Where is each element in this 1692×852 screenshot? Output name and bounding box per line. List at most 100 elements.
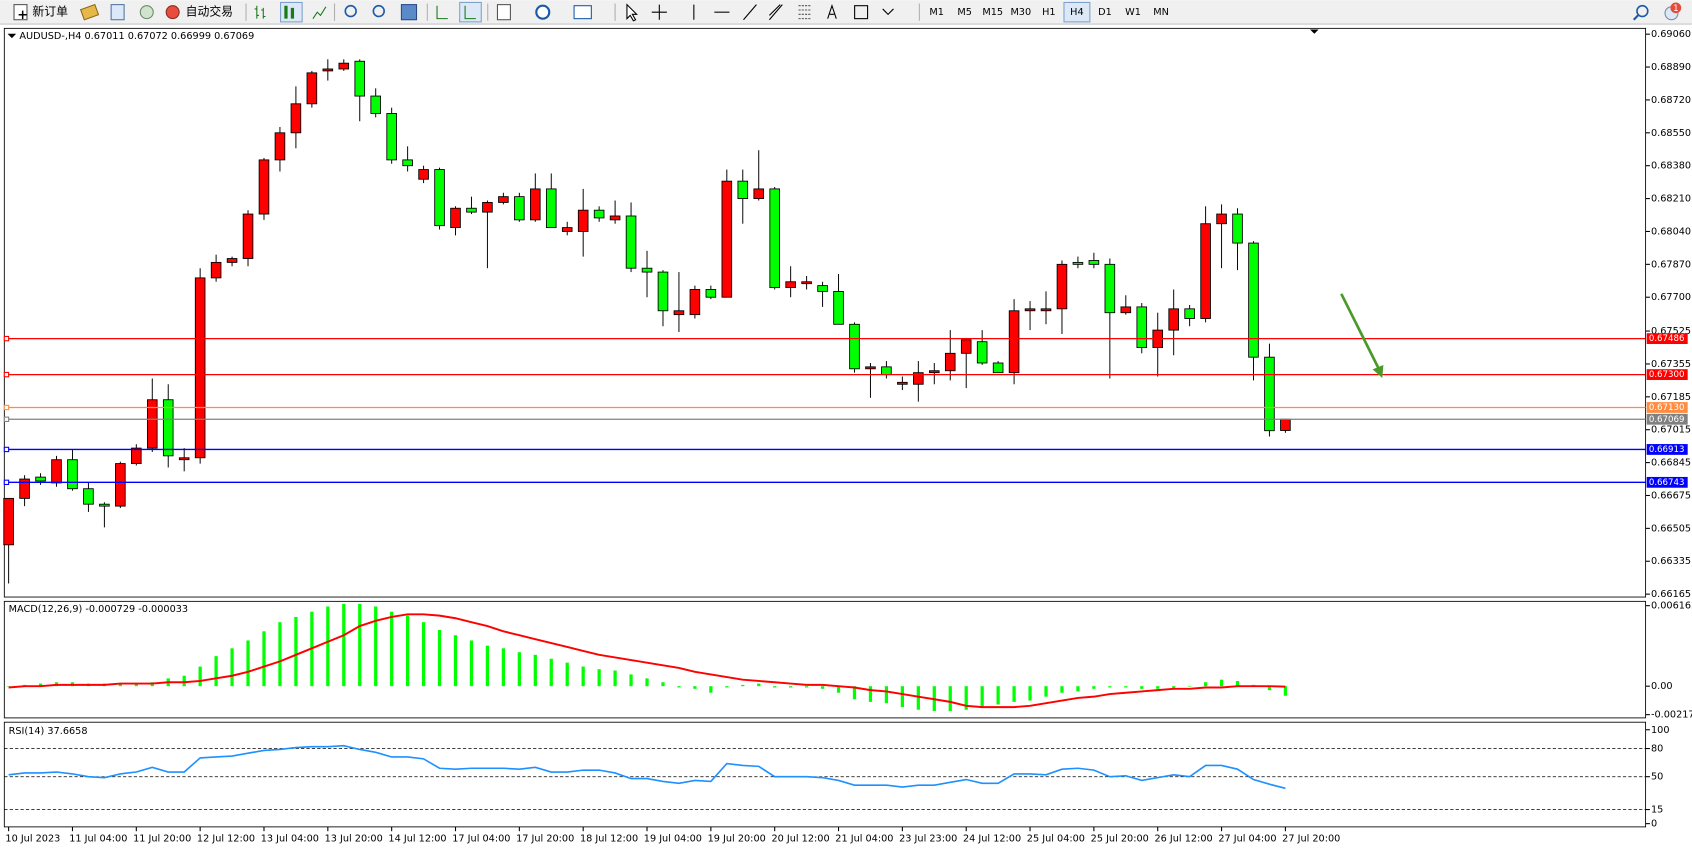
tile-windows[interactable] [400, 4, 418, 21]
fibonacci[interactable] [798, 5, 812, 20]
macd-bar [7, 686, 11, 687]
timeframe-button[interactable]: H4 [1070, 7, 1083, 18]
x-tick-label: 27 Jul 20:00 [1282, 834, 1340, 845]
macd-bar [1267, 686, 1272, 691]
icon [464, 5, 476, 20]
icon[interactable] [110, 4, 125, 21]
candle-body [689, 289, 701, 316]
templates[interactable] [573, 5, 592, 20]
macd-bar [565, 662, 569, 687]
timeframe-button[interactable]: MN [1153, 7, 1169, 18]
channel[interactable] [768, 4, 783, 21]
annotation-arrowhead [1372, 365, 1384, 378]
level-label-bg [1646, 402, 1688, 413]
candle-body [99, 503, 110, 507]
macd-bar [1283, 686, 1288, 696]
auto-trading-button[interactable]: 自动交易 [165, 5, 233, 20]
signal-line [8, 613, 1286, 709]
timeframe-button[interactable]: M15 [982, 7, 1003, 18]
icon[interactable] [436, 5, 448, 20]
macd-bar [485, 645, 490, 687]
icon [13, 4, 28, 21]
candle-body [673, 310, 685, 316]
macd-bar [725, 686, 729, 688]
timeframe-active[interactable] [1063, 1, 1091, 23]
candle-body [386, 113, 397, 161]
timeframe-button[interactable]: M1 [929, 7, 944, 18]
macd-title: MACD(12,26,9) -0.000729 -0.000033 [9, 604, 188, 615]
icon[interactable] [254, 5, 266, 19]
icon[interactable] [312, 6, 327, 19]
candle-body [1024, 308, 1036, 312]
y-tick-label: 0.68720 [1651, 95, 1691, 106]
macd-bar [342, 603, 346, 687]
candle-body [131, 447, 142, 465]
macd-bar [421, 622, 426, 687]
x-tick-label: 27 Jul 04:00 [1218, 834, 1276, 845]
candle-body [1040, 308, 1052, 312]
label-tool[interactable] [854, 5, 869, 20]
candle-body [162, 399, 174, 457]
new-order-button[interactable]: + 新订单 [13, 4, 68, 23]
y-tick-label: 0.67185 [1651, 392, 1691, 403]
zoom-in[interactable] [344, 4, 357, 18]
candle-body [338, 62, 350, 70]
macd-bar [1219, 679, 1224, 687]
periods[interactable] [535, 4, 551, 20]
candle-body [1056, 263, 1068, 310]
timeframe-button[interactable]: M5 [957, 7, 972, 18]
icon [284, 5, 295, 19]
search[interactable] [1636, 4, 1649, 18]
candle-body [434, 169, 445, 227]
level-label: 0.66743 [1649, 478, 1685, 488]
x-tick-label: 14 Jul 12:00 [388, 834, 446, 845]
candle-body [625, 215, 637, 269]
macd-bar [406, 615, 410, 687]
level-label-bg [1646, 369, 1688, 380]
collapse-marker [7, 33, 17, 39]
macd-bar [852, 686, 857, 700]
macd-bar [1235, 680, 1240, 687]
text-tool[interactable] [827, 3, 837, 19]
trendline[interactable] [743, 4, 757, 21]
y-tick-label: 0 [1651, 819, 1657, 830]
timeframe-button[interactable]: H1 [1042, 7, 1055, 18]
y-tick-label: 0.68210 [1651, 194, 1691, 205]
crosshair[interactable] [651, 4, 667, 20]
arrows-tool[interactable] [882, 8, 894, 16]
candle-body [1136, 306, 1148, 348]
level-label-bg [1646, 413, 1688, 425]
search [1632, 14, 1639, 21]
macd-bar [246, 640, 250, 687]
candle-body [960, 339, 972, 354]
candle-body [992, 362, 1004, 374]
candle-body [115, 463, 126, 507]
candle-body [35, 476, 46, 482]
notification-badge[interactable] [1670, 2, 1682, 14]
timeframe-button[interactable]: D1 [1098, 7, 1112, 18]
level-anchor [3, 479, 10, 486]
icon[interactable] [139, 5, 154, 20]
zoom-out[interactable] [372, 4, 385, 18]
candle-body [849, 323, 860, 370]
macd-bar [517, 652, 521, 687]
level-label: 0.67300 [1649, 370, 1685, 380]
y-tick-label: 0.68040 [1651, 226, 1691, 237]
level-label: 0.67130 [1649, 403, 1685, 413]
candle-body [817, 285, 828, 292]
candle-body [1168, 308, 1179, 331]
icon[interactable] [79, 3, 100, 21]
timeframe-button[interactable]: W1 [1125, 7, 1141, 18]
macd-bar [868, 686, 873, 702]
cursor[interactable] [626, 3, 638, 22]
macd-bar [709, 686, 713, 693]
candle-body [609, 215, 621, 221]
macd-bar [1060, 686, 1064, 693]
y-tick-label: 0.68380 [1651, 161, 1691, 172]
macd-bar [549, 658, 553, 687]
macd-bar [948, 686, 952, 712]
indicators[interactable] [496, 4, 511, 21]
timeframe-button[interactable]: M30 [1010, 7, 1031, 18]
timeframes: M1 M5 M15 M30 H1 H4 D1 W1 MN [929, 1, 1169, 23]
